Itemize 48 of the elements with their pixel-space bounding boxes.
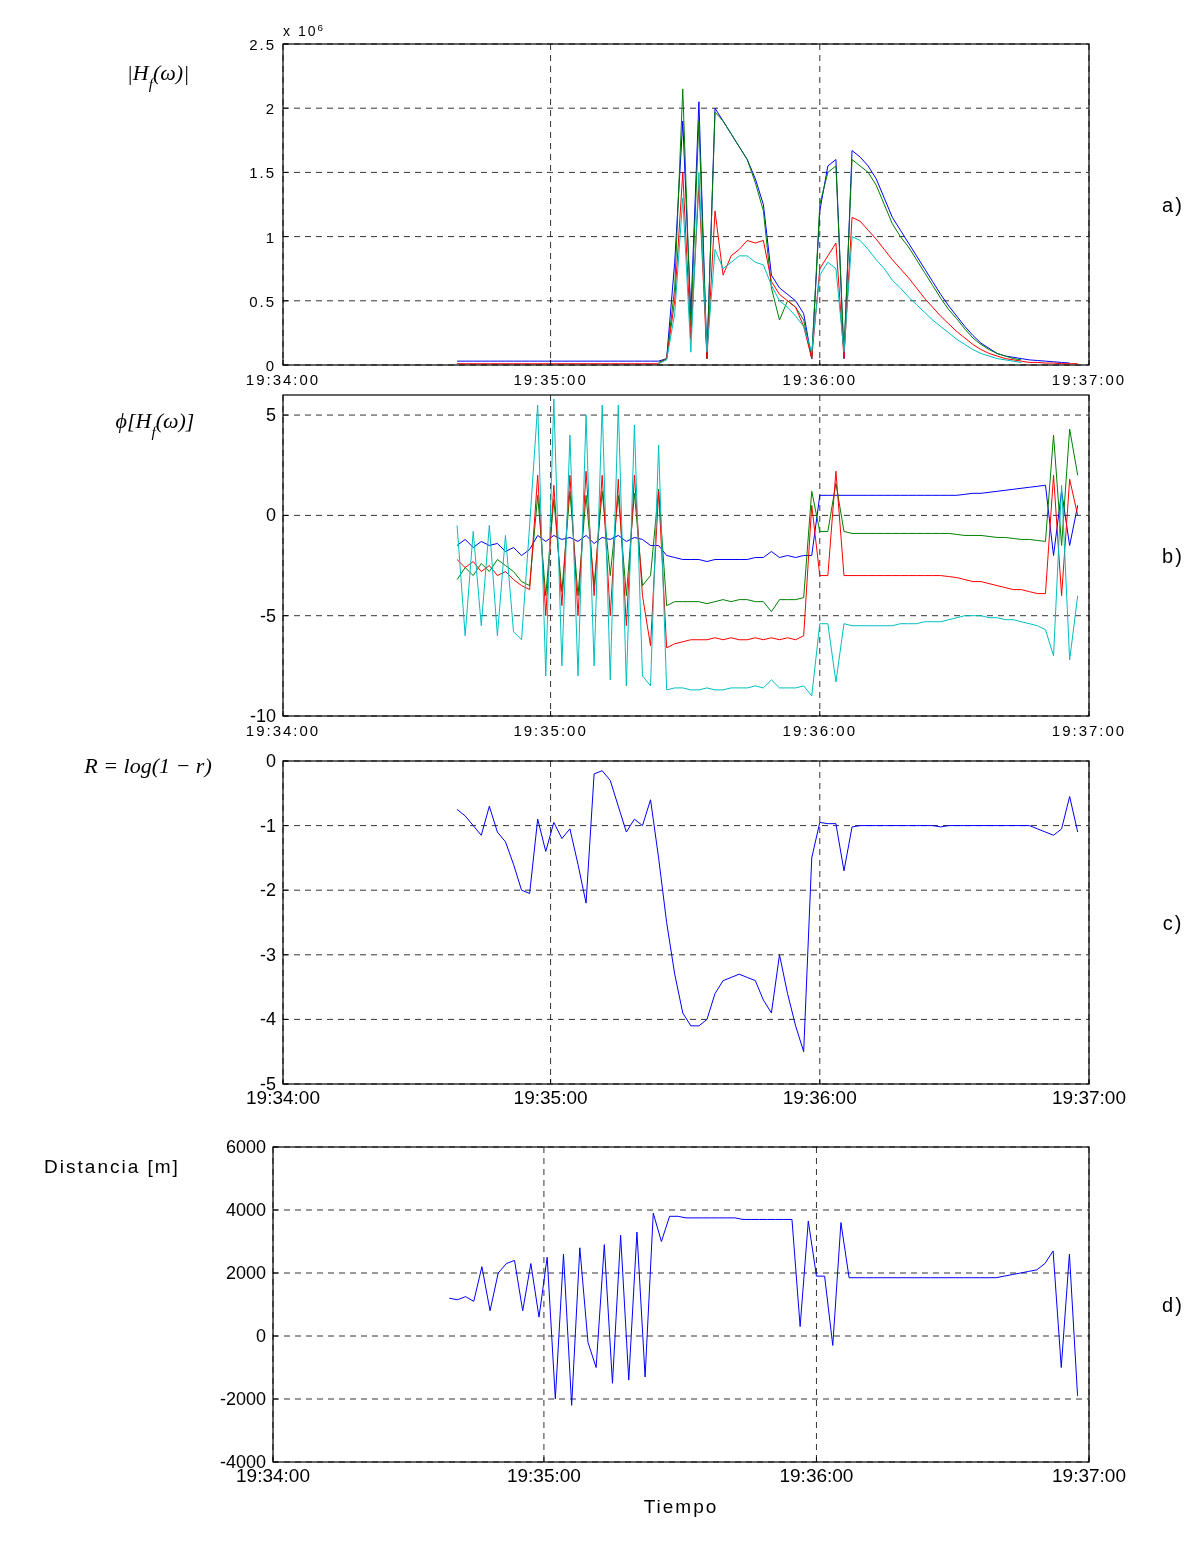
y-axis-title: R = log(1 − r) xyxy=(83,753,212,778)
x-tick-label: 19:35:00 xyxy=(513,371,588,388)
line-series xyxy=(456,770,1079,1053)
text: c) xyxy=(1162,911,1184,934)
y-tick-label: 4000 xyxy=(225,1200,266,1220)
x-axis-title: Tiempo xyxy=(643,1496,719,1517)
y-tick-label: 2000 xyxy=(225,1263,266,1283)
x-tick-label: 19:35:00 xyxy=(506,1465,581,1486)
y-tick-label: 2.5 xyxy=(249,36,276,53)
line-series xyxy=(456,398,1079,697)
x-tick-label: 19:35:00 xyxy=(513,722,588,739)
text: x 10$^{6}$ xyxy=(283,21,325,39)
y-tick-label: 0 xyxy=(265,357,276,374)
x-tick-label: 19:36:00 xyxy=(782,1087,857,1108)
x-tick-label: 19:34:00 xyxy=(245,371,321,388)
y-tick-label: -3 xyxy=(259,944,276,965)
text: a) xyxy=(1162,193,1184,216)
line-series xyxy=(456,470,1079,649)
x-tick-label: 19:37:00 xyxy=(1051,722,1127,739)
y-tick-label: -2000 xyxy=(219,1389,266,1409)
line-series xyxy=(456,484,1079,563)
x-tick-label: 19:37:00 xyxy=(1052,1087,1126,1108)
y-tick-label: -1 xyxy=(259,815,276,836)
y-tick-label: -4 xyxy=(259,1009,276,1030)
y-tick-label: -5 xyxy=(259,605,276,626)
y-tick-label: 6000 xyxy=(225,1137,266,1157)
y-tick-label: 1.5 xyxy=(249,164,276,182)
y-axis-title: ϕ[H$_{f}$(ω)] xyxy=(115,408,195,440)
y-tick-label: 1 xyxy=(265,228,276,246)
y-tick-label: 5 xyxy=(265,405,276,426)
text: d) xyxy=(1162,1293,1184,1316)
x-tick-label: 19:36:00 xyxy=(782,722,857,739)
x-tick-label: 19:36:00 xyxy=(782,371,857,388)
line-series xyxy=(658,171,1022,365)
x-tick-label: 19:36:00 xyxy=(779,1465,854,1486)
x-tick-label: 19:37:00 xyxy=(1051,371,1127,388)
y-tick-label: 0 xyxy=(255,1326,266,1346)
text: b) xyxy=(1162,544,1184,567)
y-axis-title: Distancia [m] xyxy=(44,1156,180,1177)
y-tick-label: 0 xyxy=(265,505,276,526)
y-tick-label: 0 xyxy=(265,751,276,771)
line-series xyxy=(658,88,1022,363)
y-tick-label: 0.5 xyxy=(249,292,276,310)
x-tick-label: 19:35:00 xyxy=(513,1087,588,1108)
x-tick-label: 19:37:00 xyxy=(1052,1465,1126,1486)
y-tick-label: -2 xyxy=(259,880,276,901)
line-series xyxy=(448,1212,1079,1406)
y-tick-label: 2 xyxy=(265,100,276,118)
